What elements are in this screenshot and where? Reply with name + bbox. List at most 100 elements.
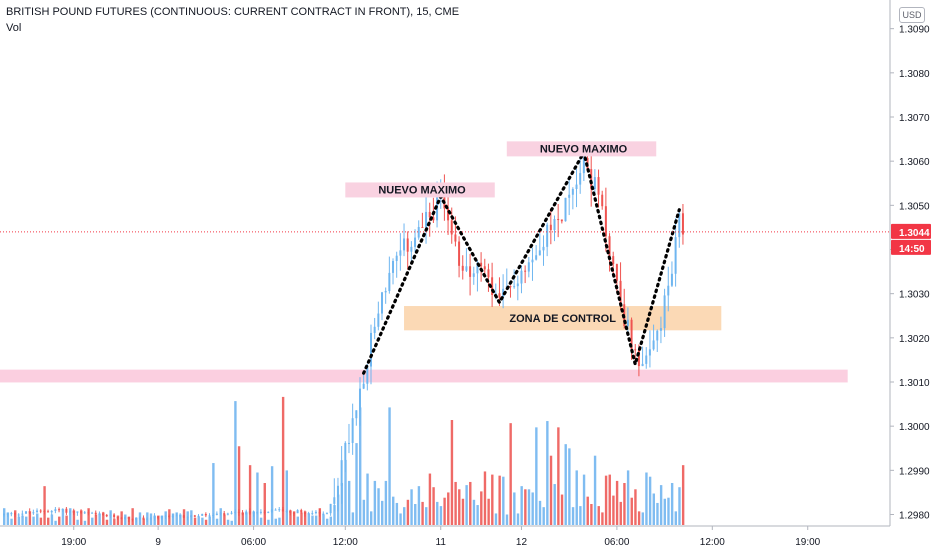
price-bar-body <box>333 497 336 504</box>
volume-bar <box>538 500 542 525</box>
volume-bar <box>377 488 380 525</box>
price-bar-body <box>171 515 174 517</box>
price-bar-body <box>450 220 453 235</box>
volume-bar <box>83 520 87 525</box>
price-bar-body <box>358 388 361 411</box>
volume-bar <box>76 519 79 525</box>
volume-bar <box>230 520 233 525</box>
price-bar-body <box>28 511 31 513</box>
volume-bar <box>28 511 32 525</box>
volume-bar <box>579 506 582 525</box>
volume-bar <box>285 470 288 525</box>
price-bar-body <box>186 517 189 519</box>
price-bar-body <box>135 518 138 520</box>
price-tick-label: 1.3050 <box>899 201 930 212</box>
price-bar-body <box>113 514 116 518</box>
price-bar-body <box>612 256 615 265</box>
price-bar-body <box>120 517 123 519</box>
price-bar-body <box>377 313 380 327</box>
price-bar-body <box>201 514 204 516</box>
price-bar-body <box>381 292 384 314</box>
volume-bar <box>102 512 105 525</box>
volume-bar <box>443 497 446 525</box>
time-tick-label: 11 <box>436 537 447 548</box>
price-tick-label: 1.3090 <box>899 25 930 36</box>
price-bar-body <box>608 236 611 257</box>
price-bar-body <box>208 515 211 517</box>
price-bar-body <box>652 340 655 350</box>
price-bar-body <box>124 517 127 519</box>
price-bar-body <box>14 513 17 515</box>
price-bar-body <box>322 513 325 515</box>
price-bar-body <box>76 511 79 513</box>
volume-bar <box>270 466 274 525</box>
volume-bar <box>674 511 678 525</box>
volume-bar <box>553 484 556 525</box>
volume-bar <box>395 502 399 525</box>
volume-bar <box>39 517 43 525</box>
volume-bar <box>267 519 270 525</box>
price-tick-label: 1.3020 <box>899 334 930 345</box>
volume-bar <box>370 511 373 525</box>
price-bar-body <box>527 262 530 272</box>
price-bar-body <box>355 410 358 419</box>
price-bar-body <box>252 512 255 514</box>
volume-bar <box>6 512 10 525</box>
volume-bar <box>483 471 487 525</box>
price-bar-body <box>366 366 369 384</box>
price-bar-body <box>83 512 86 514</box>
price-bar-body <box>109 514 112 517</box>
volume-bar <box>399 513 402 525</box>
label-text-nuevo-maximo: NUEVO MAXIMO <box>378 184 466 196</box>
price-bar-body <box>157 516 160 519</box>
last-price-tag <box>891 223 931 239</box>
price-bar-body <box>340 460 343 486</box>
price-bars <box>3 141 684 523</box>
price-bar-body <box>193 515 196 517</box>
price-bar-body <box>223 513 226 515</box>
price-bar-body <box>421 226 424 228</box>
volume-bar <box>219 508 222 525</box>
price-bar-body <box>3 514 5 516</box>
volume-bar <box>542 507 545 525</box>
volume-bar <box>223 514 226 525</box>
volume-bar <box>263 483 266 525</box>
volume-bar <box>105 519 109 525</box>
volume-bar <box>307 513 311 525</box>
volume-bar <box>520 486 523 525</box>
time-tick-label: 19:00 <box>61 537 86 548</box>
price-bar-body <box>641 363 644 367</box>
price-bar-body <box>72 510 75 513</box>
volume-bar <box>72 510 76 525</box>
countdown-tag <box>891 239 931 255</box>
currency-selector[interactable]: USD <box>899 7 925 23</box>
volume-bar <box>36 513 39 525</box>
volume-bar <box>344 459 347 525</box>
price-bar-body <box>50 510 53 513</box>
pattern-path <box>362 148 681 375</box>
price-bar-body <box>179 515 182 517</box>
price-bar-body <box>160 515 163 519</box>
volume-bar <box>226 519 230 525</box>
volume-bar <box>516 513 520 525</box>
volume-bar <box>314 515 318 525</box>
volume-bar <box>292 511 296 525</box>
price-bar-body <box>300 510 303 513</box>
price-bar-body <box>362 383 365 389</box>
price-bar-body <box>190 515 193 518</box>
price-bar-body <box>285 510 288 512</box>
price-bar-body <box>102 513 105 515</box>
price-bar-body <box>292 512 295 514</box>
volume-bar <box>43 486 46 525</box>
volume-label: Vol <box>6 22 22 34</box>
price-bar-body <box>289 510 292 513</box>
price-bar-body <box>461 265 464 271</box>
price-bar-body <box>21 513 24 515</box>
price-bar-body <box>318 511 321 514</box>
price-bar-body <box>553 219 556 231</box>
price-bar-body <box>403 238 406 251</box>
price-bar-body <box>480 262 483 267</box>
price-bar-body <box>392 260 395 273</box>
